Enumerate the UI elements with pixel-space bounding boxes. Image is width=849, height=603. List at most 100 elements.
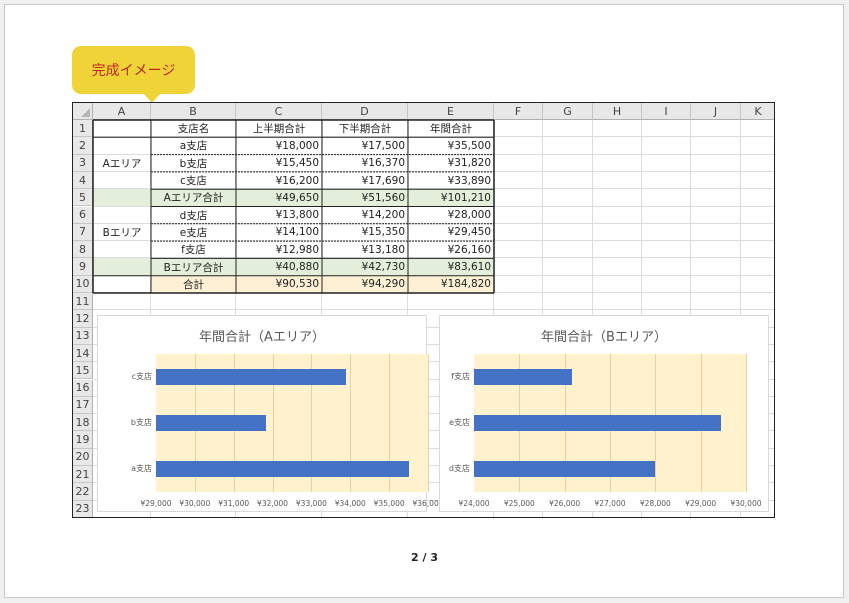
value-cell[interactable]: ¥33,890 [447, 174, 491, 187]
total-area-cell[interactable] [93, 276, 151, 293]
value-cell[interactable]: ¥17,500 [361, 139, 405, 152]
value-cell[interactable]: ¥31,820 [447, 157, 491, 170]
x-tick-label: ¥24,000 [458, 499, 490, 508]
value-cell[interactable]: ¥83,610 [408, 258, 494, 276]
value-cell[interactable]: ¥16,200 [275, 174, 319, 187]
value-cell[interactable]: ¥14,200 [361, 209, 405, 222]
bar-e支店[interactable] [474, 415, 722, 431]
x-tick-label: ¥29,000 [140, 499, 172, 508]
header-cell[interactable]: 上半期合計 [252, 123, 306, 136]
total-label-cell[interactable]: 合計 [151, 275, 236, 293]
bar-d支店[interactable] [474, 461, 656, 477]
gridline-horizontal [93, 136, 774, 138]
value-cell[interactable]: ¥35,500 [447, 139, 491, 152]
row-header-8[interactable]: 8 [73, 241, 93, 259]
value-cell[interactable]: ¥51,560 [322, 189, 408, 207]
row-header-2[interactable]: 2 [73, 137, 93, 155]
bar-b支店[interactable] [156, 415, 266, 431]
value-cell[interactable]: ¥17,690 [361, 174, 405, 187]
header-cell[interactable]: 年間合計 [430, 123, 472, 136]
row-header-22[interactable]: 22 [73, 483, 93, 501]
value-cell[interactable]: ¥14,100 [275, 226, 319, 239]
chart-title: 年間合計（Aエリア） [199, 330, 325, 345]
row-header-15[interactable]: 15 [73, 362, 93, 380]
header-cell[interactable]: 支店名 [177, 123, 210, 136]
branch-name-cell[interactable]: b支店 [179, 157, 208, 170]
branch-name-cell[interactable]: f支店 [181, 244, 206, 257]
row-header-19[interactable]: 19 [73, 431, 93, 449]
row-header-9[interactable]: 9 [73, 258, 93, 276]
row-header-17[interactable]: 17 [73, 396, 93, 415]
row-header-1[interactable]: 1 [73, 120, 93, 138]
value-cell[interactable]: ¥94,290 [322, 275, 408, 293]
x-tick-label: ¥30,000 [179, 499, 211, 508]
bar-c支店[interactable] [156, 369, 346, 385]
row-header-12[interactable]: 12 [73, 310, 93, 328]
row-header-23[interactable]: 23 [73, 500, 93, 517]
value-cell[interactable]: ¥15,450 [275, 157, 319, 170]
chart-gridline [389, 354, 391, 492]
row-header-3[interactable]: 3 [73, 154, 93, 172]
row-header-18[interactable]: 18 [73, 414, 93, 432]
row-header-21[interactable]: 21 [73, 466, 93, 484]
column-header-k[interactable]: K [741, 103, 774, 120]
row-header-10[interactable]: 10 [73, 275, 93, 293]
row-header-20[interactable]: 20 [73, 448, 93, 466]
column-header-c[interactable]: C [236, 103, 322, 120]
value-cell[interactable]: ¥16,370 [361, 157, 405, 170]
value-cell[interactable]: ¥13,180 [361, 243, 405, 256]
row-header-5[interactable]: 5 [73, 189, 93, 207]
value-cell[interactable]: ¥90,530 [236, 275, 322, 293]
gridline-horizontal [93, 153, 774, 155]
subtotal-label-cell[interactable]: Aエリア合計 [151, 189, 236, 207]
value-cell[interactable]: ¥49,650 [236, 189, 322, 207]
value-cell[interactable]: ¥18,000 [275, 139, 319, 152]
column-header-j[interactable]: J [691, 103, 741, 120]
branch-name-cell[interactable]: d支店 [179, 209, 208, 222]
column-header-h[interactable]: H [593, 103, 642, 120]
row-header-4[interactable]: 4 [73, 171, 93, 190]
value-cell[interactable]: ¥26,160 [447, 243, 491, 256]
gridline-horizontal [93, 430, 774, 432]
value-cell[interactable]: ¥101,210 [408, 189, 494, 207]
bar-chart-area-a[interactable]: 年間合計（Aエリア） ¥29,000 ¥30,000 ¥31,000 ¥32,000 ¥3… [97, 315, 444, 512]
area-label-cell[interactable]: Aエリア [102, 157, 142, 170]
row-header-14[interactable]: 14 [73, 344, 93, 363]
value-cell[interactable]: ¥13,800 [275, 209, 319, 222]
branch-name-cell[interactable]: e支店 [179, 226, 208, 239]
row-header-16[interactable]: 16 [73, 379, 93, 397]
y-category-label: e支店 [449, 418, 470, 427]
value-cell[interactable]: ¥184,820 [408, 275, 494, 293]
row-header-7[interactable]: 7 [73, 223, 93, 242]
gridline-horizontal [93, 395, 774, 397]
area-label-cell[interactable]: Bエリア [102, 226, 142, 239]
value-cell[interactable]: ¥40,880 [236, 258, 322, 276]
column-header-d[interactable]: D [322, 103, 408, 120]
gridline-horizontal [93, 413, 774, 415]
subtotal-label-cell[interactable]: Bエリア合計 [151, 258, 236, 276]
row-header-13[interactable]: 13 [73, 327, 93, 345]
row-header-11[interactable]: 11 [73, 293, 93, 311]
branch-name-cell[interactable]: a支店 [179, 140, 208, 153]
subtotal-area-cell[interactable] [93, 258, 151, 276]
column-header-i[interactable]: I [642, 103, 691, 120]
value-cell[interactable]: ¥28,000 [447, 209, 491, 222]
value-cell[interactable]: ¥12,980 [275, 243, 319, 256]
bar-chart-area-b[interactable]: 年間合計（Bエリア） ¥24,000 ¥25,000 ¥26,000 ¥27,000 ¥2… [439, 315, 769, 512]
bar-f支店[interactable] [474, 369, 572, 385]
bar-a支店[interactable] [156, 461, 409, 477]
branch-name-cell[interactable]: c支店 [180, 175, 207, 188]
column-header-b[interactable]: B [151, 103, 236, 120]
header-cell[interactable]: 下半期合計 [338, 123, 392, 136]
row-header-6[interactable]: 6 [73, 206, 93, 224]
column-header-e[interactable]: E [408, 103, 494, 120]
column-header-a[interactable]: A [93, 103, 151, 120]
cell-a1[interactable] [93, 120, 151, 137]
value-cell[interactable]: ¥42,730 [322, 258, 408, 276]
column-header-f[interactable]: F [494, 103, 543, 120]
value-cell[interactable]: ¥15,350 [361, 226, 405, 239]
subtotal-area-cell[interactable] [93, 189, 151, 207]
column-header-g[interactable]: G [543, 103, 593, 120]
value-cell[interactable]: ¥29,450 [447, 226, 491, 239]
x-tick-label: ¥33,000 [295, 499, 327, 508]
